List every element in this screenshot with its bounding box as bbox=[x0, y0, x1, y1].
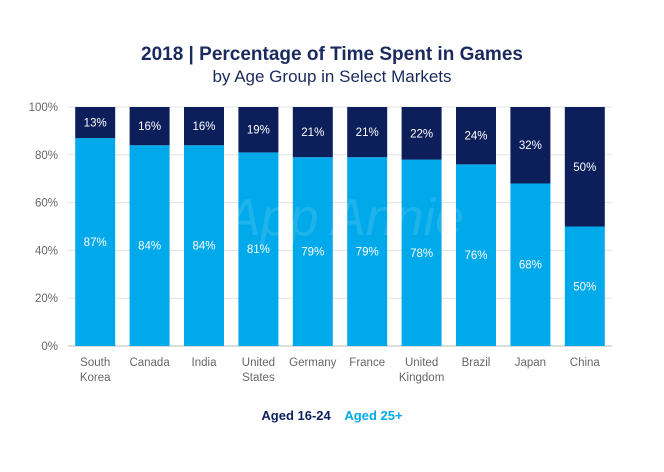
bar-aged-16-24 bbox=[184, 107, 224, 146]
bar-aged-16-24 bbox=[129, 107, 170, 146]
x-tick-label: Canada bbox=[129, 357, 170, 369]
data-label-aged-16-24: 32% bbox=[519, 140, 542, 152]
bar-aged-25-plus bbox=[401, 159, 442, 346]
bar-aged-25-plus bbox=[75, 138, 116, 346]
bar-aged-25-plus bbox=[129, 145, 170, 346]
x-tick-label: France bbox=[349, 357, 385, 369]
legend: Aged 16-24 Aged 25+ bbox=[0, 408, 664, 423]
legend-item-aged-16-24: Aged 16-24 bbox=[261, 408, 331, 423]
data-label-aged-25-plus: 76% bbox=[464, 250, 487, 262]
chart-subtitle: by Age Group in Select Markets bbox=[212, 67, 452, 86]
bar-aged-16-24 bbox=[564, 107, 605, 227]
bar-aged-16-24 bbox=[456, 107, 496, 165]
bar-aged-16-24 bbox=[75, 107, 116, 139]
data-label-aged-16-24: 21% bbox=[301, 127, 324, 139]
bar-aged-25-plus bbox=[564, 226, 605, 346]
data-label-aged-25-plus: 87% bbox=[84, 237, 107, 249]
bar-aged-25-plus bbox=[184, 145, 224, 346]
x-tick-label: United bbox=[405, 357, 438, 369]
data-label-aged-25-plus: 68% bbox=[519, 260, 542, 272]
data-label-aged-16-24: 16% bbox=[192, 121, 215, 133]
y-tick-label: 60% bbox=[35, 198, 58, 210]
data-label-aged-25-plus: 79% bbox=[356, 247, 379, 259]
bar-aged-25-plus bbox=[238, 152, 279, 346]
y-tick-label: 40% bbox=[35, 245, 58, 257]
watermark: App Annie bbox=[223, 189, 464, 247]
bar-aged-25-plus bbox=[292, 157, 333, 346]
y-tick-label: 20% bbox=[35, 293, 58, 305]
bar-aged-25-plus bbox=[456, 164, 496, 346]
data-label-aged-16-24: 22% bbox=[410, 128, 433, 140]
bar-aged-16-24 bbox=[347, 107, 388, 158]
data-label-aged-25-plus: 81% bbox=[247, 244, 270, 256]
y-tick-label: 0% bbox=[41, 341, 58, 353]
x-tick-label: States bbox=[242, 372, 275, 384]
x-tick-label: Japan bbox=[515, 357, 546, 369]
x-tick-label: South bbox=[80, 357, 110, 369]
data-label-aged-16-24: 24% bbox=[464, 131, 487, 143]
data-label-aged-25-plus: 84% bbox=[192, 241, 215, 253]
bar-aged-16-24 bbox=[510, 107, 551, 184]
y-tick-label: 80% bbox=[35, 150, 58, 162]
data-label-aged-25-plus: 84% bbox=[138, 241, 161, 253]
bar-aged-25-plus bbox=[347, 157, 388, 346]
x-tick-label: United bbox=[242, 357, 275, 369]
data-label-aged-16-24: 21% bbox=[356, 127, 379, 139]
data-label-aged-25-plus: 79% bbox=[301, 247, 324, 259]
x-tick-label: Brazil bbox=[462, 357, 491, 369]
x-tick-label: India bbox=[192, 357, 218, 369]
x-tick-label: Korea bbox=[80, 372, 111, 384]
x-tick-label: Kingdom bbox=[399, 372, 444, 384]
data-label-aged-16-24: 16% bbox=[138, 121, 161, 133]
x-tick-label: Germany bbox=[289, 357, 337, 369]
legend-item-aged-25-plus: Aged 25+ bbox=[344, 408, 403, 423]
data-label-aged-16-24: 50% bbox=[573, 162, 596, 174]
chart-title: 2018 | Percentage of Time Spent in Games bbox=[141, 44, 523, 65]
bar-aged-16-24 bbox=[401, 107, 442, 160]
data-label-aged-25-plus: 50% bbox=[573, 281, 596, 293]
bar-aged-25-plus bbox=[510, 183, 551, 346]
y-tick-label: 100% bbox=[29, 102, 58, 114]
data-label-aged-16-24: 13% bbox=[84, 118, 107, 130]
bar-aged-16-24 bbox=[292, 107, 333, 158]
bar-aged-16-24 bbox=[238, 107, 279, 153]
x-tick-label: China bbox=[570, 357, 601, 369]
data-label-aged-25-plus: 78% bbox=[410, 248, 433, 260]
data-label-aged-16-24: 19% bbox=[247, 125, 270, 137]
